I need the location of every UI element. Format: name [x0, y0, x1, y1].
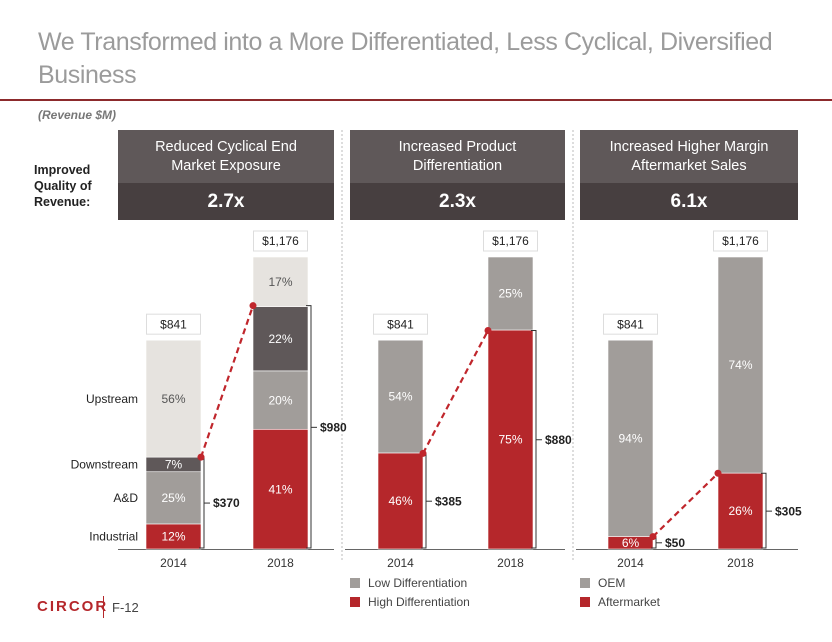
segment-label: 12% — [161, 530, 185, 544]
connector — [652, 472, 719, 538]
x-tick-label: 2014 — [160, 556, 187, 570]
chart-header-text: Increased Higher Margin Aftermarket Sale… — [609, 138, 769, 174]
x-tick-label: 2014 — [387, 556, 414, 570]
segment-label: 6% — [622, 536, 640, 550]
legend-label: Low Differentiation — [368, 576, 467, 590]
segment-label: 25% — [161, 491, 185, 505]
connector-dot — [197, 453, 205, 461]
segment-label: 74% — [728, 358, 752, 372]
bar-segment — [717, 472, 764, 550]
x-tick-label: 2018 — [727, 556, 754, 570]
legend-swatch — [350, 597, 360, 607]
connector-dot — [419, 449, 427, 457]
total-label: $1,176 — [722, 234, 759, 248]
bar-segment — [252, 370, 309, 430]
x-tick-label: 2018 — [497, 556, 524, 570]
connector-dot — [249, 302, 257, 310]
segment-label: 56% — [161, 392, 185, 406]
legend-label: High Differentiation — [368, 595, 470, 609]
total-label: $841 — [387, 317, 414, 331]
segment-label: 54% — [388, 390, 412, 404]
row-label: Improved Quality of Revenue: — [34, 163, 92, 209]
legend-swatch — [580, 578, 590, 588]
slide-title: We Transformed into a More Differentiate… — [38, 28, 773, 89]
bracket-label: $305 — [775, 504, 802, 518]
bar-segment — [252, 428, 309, 550]
legend-label: OEM — [598, 576, 625, 590]
x-tick-label: 2014 — [617, 556, 644, 570]
total-label: $841 — [160, 317, 187, 331]
total-label: $841 — [617, 317, 644, 331]
chart-multiple: 2.3x — [350, 183, 565, 220]
chart-multiple: 2.7x — [118, 183, 334, 220]
bar-segment — [377, 452, 424, 550]
subtitle: (Revenue $M) — [38, 108, 117, 122]
connector-dot — [649, 533, 657, 541]
title-rule — [0, 99, 832, 101]
bar-segment — [377, 339, 424, 454]
segment-label: 17% — [268, 275, 292, 289]
chart-multiple: 6.1x — [580, 183, 798, 220]
total-box — [253, 230, 308, 252]
series-label: Upstream — [86, 392, 138, 406]
x-tick-label: 2018 — [267, 556, 294, 570]
chart-header-text: Increased Product Differentiation — [398, 138, 517, 174]
bracket-label: $50 — [665, 536, 685, 550]
chart-header-text: Reduced Cyclical End Market Exposure — [155, 138, 297, 174]
footer-separator — [103, 596, 104, 618]
legend-swatch — [580, 597, 590, 607]
connector — [422, 329, 489, 454]
segment-label: 22% — [268, 332, 292, 346]
segment-label: 25% — [498, 287, 522, 301]
total-box — [146, 313, 201, 335]
bracket-label: $880 — [545, 433, 572, 447]
connector-dot — [714, 469, 722, 477]
logo: CIRCOR — [37, 598, 109, 615]
bar-segment — [717, 256, 764, 474]
total-label: $1,176 — [492, 234, 529, 248]
series-label: Industrial — [89, 530, 138, 544]
bar-segment — [252, 306, 309, 372]
bracket-label: $980 — [320, 421, 347, 435]
segment-label: 75% — [498, 433, 522, 447]
bar-segment — [145, 471, 202, 525]
total-label: $1,176 — [262, 234, 299, 248]
total-box — [603, 313, 658, 335]
bar-segment — [252, 256, 309, 307]
bar-segment — [607, 339, 654, 537]
segment-label: 20% — [268, 393, 292, 407]
legend-label: Aftermarket — [598, 595, 661, 609]
total-box — [373, 313, 428, 335]
connector — [199, 305, 255, 458]
page-number: F-12 — [112, 600, 139, 615]
legend-swatch — [350, 578, 360, 588]
segment-label: 41% — [268, 482, 292, 496]
chart-header: Increased Higher Margin Aftermarket Sale… — [580, 130, 798, 183]
bracket-label: $385 — [435, 494, 462, 508]
bar-segment — [487, 329, 534, 550]
segment-label: 46% — [388, 494, 412, 508]
bar-segment — [145, 339, 202, 458]
bracket-label: $370 — [213, 496, 240, 510]
chart-header: Reduced Cyclical End Market Exposure — [118, 130, 334, 183]
chart-header: Increased Product Differentiation — [350, 130, 565, 183]
segment-label: 26% — [728, 504, 752, 518]
series-label: Downstream — [71, 458, 138, 472]
bar-segment — [487, 256, 534, 331]
connector-dot — [484, 326, 492, 334]
segment-label: 94% — [618, 431, 642, 445]
segment-label: 7% — [165, 458, 183, 472]
total-box — [713, 230, 768, 252]
series-label: A&D — [113, 491, 138, 505]
total-box — [483, 230, 538, 252]
bar-segment — [145, 523, 202, 550]
